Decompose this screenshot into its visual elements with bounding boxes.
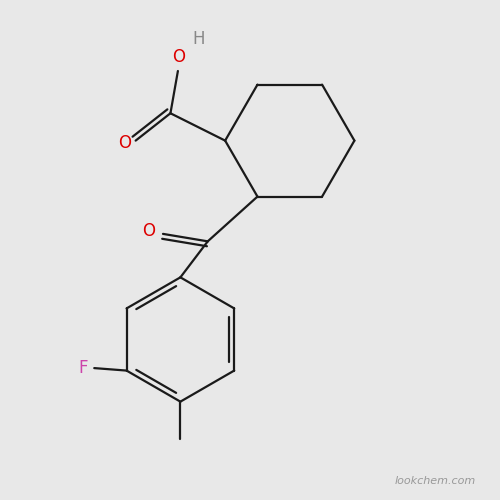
Text: O: O (172, 48, 186, 66)
Text: lookchem.com: lookchem.com (395, 476, 476, 486)
Text: O: O (142, 222, 156, 240)
Text: O: O (118, 134, 131, 152)
Text: F: F (78, 359, 88, 377)
Text: H: H (192, 30, 205, 48)
